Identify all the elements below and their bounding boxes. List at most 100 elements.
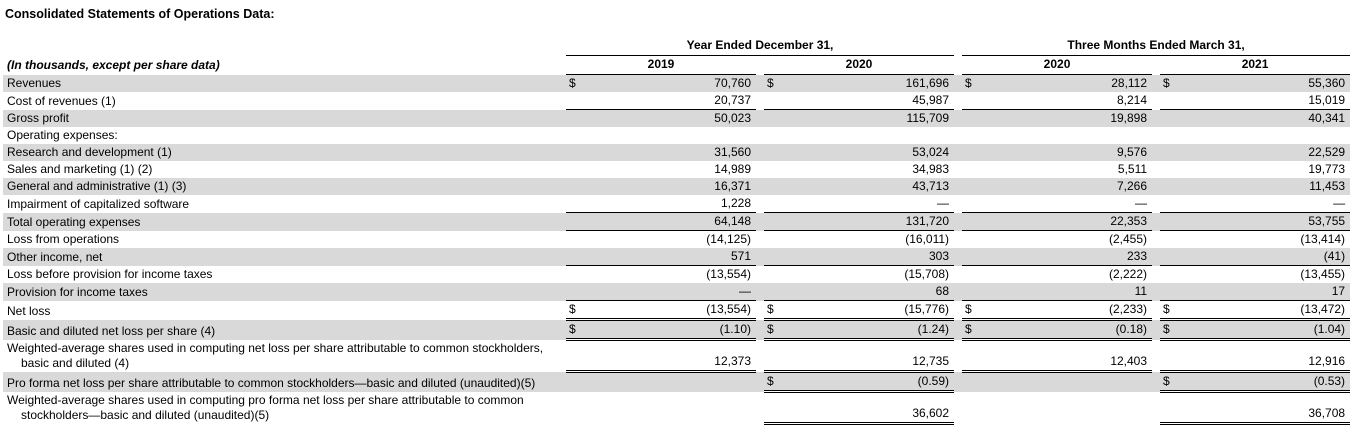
column-spacer (954, 161, 962, 178)
row-label: General and administrative (1) (3) (3, 178, 566, 195)
table-header: Year Ended December 31, Three Months End… (3, 37, 1351, 75)
value-cell: 64,148 (584, 212, 756, 231)
value-cell: 11 (980, 283, 1153, 301)
dollar-sign-cell: $ (1160, 300, 1179, 321)
value-cell (980, 371, 1153, 392)
value-cell: (14,125) (706, 232, 751, 246)
column-spacer (1152, 127, 1160, 144)
statements-table-body: Revenues $70,760 $161,696 $28,112 $55,360 Cos… (3, 74, 1351, 425)
table-row: Net loss $ (13,554) $ (15,776) $ (2,233) $ (13,4… (3, 300, 1351, 321)
value-cell (782, 127, 954, 144)
column-spacer (1152, 301, 1160, 320)
row-label: Gross profit (3, 109, 566, 127)
column-spacer (954, 195, 962, 213)
value-cell: (13,455) (1300, 267, 1346, 281)
row-label: Revenues (3, 74, 566, 92)
column-spacer (756, 56, 764, 75)
value-cell: 571 (584, 248, 756, 266)
column-spacer (756, 127, 764, 144)
column-spacer (756, 109, 764, 127)
value-cell (584, 127, 756, 144)
column-spacer (756, 283, 764, 301)
value-cell (1178, 127, 1350, 144)
column-spacer (954, 74, 963, 92)
year-column-2019: 2019 (566, 55, 756, 75)
dollar-sign-cell (566, 195, 584, 213)
value-cell: 131,720 (782, 212, 955, 231)
dollar-sign-cell (764, 212, 782, 231)
dollar-sign-cell (1160, 127, 1178, 144)
column-spacer (1152, 74, 1161, 92)
dollar-sign-cell (566, 283, 584, 301)
dollar-sign-cell (764, 161, 782, 178)
dollar-sign-cell (566, 266, 584, 284)
dollar-sign-cell (962, 371, 981, 392)
table-row: Revenues $70,760 $161,696 $28,112 $55,360 (3, 74, 1351, 92)
column-spacer (1152, 92, 1160, 110)
table-row: Impairment of capitalized software 1,228 —… (3, 195, 1351, 213)
dollar-sign-cell (764, 339, 782, 373)
header-empty-cell (3, 37, 566, 56)
table-row: Basic and diluted net loss per share (4)… (3, 319, 1351, 341)
value-cell: (16,011) (905, 232, 950, 246)
dollar-sign-cell: $ (566, 319, 584, 341)
value-cell: (0.18) (980, 319, 1153, 341)
column-spacer (954, 212, 963, 231)
row-label: Provision for income taxes (3, 283, 566, 301)
dollar-sign-cell (764, 127, 782, 144)
value-cell: — (1178, 195, 1351, 213)
dollar-sign-cell (764, 178, 782, 195)
dollar-sign-cell (764, 231, 782, 249)
column-spacer (1152, 266, 1160, 284)
column-spacer (756, 144, 764, 161)
dollar-sign-cell (962, 92, 981, 110)
dollar-sign-cell (1160, 283, 1179, 301)
row-header-note: (In thousands, except per share data) (7, 57, 220, 72)
dollar-sign-cell: $ (1160, 319, 1179, 341)
year-header-row: (In thousands, except per share data) 20… (3, 55, 1351, 75)
dollar-sign-cell: $ (764, 300, 782, 321)
value-cell (980, 392, 1152, 424)
dollar-sign-cell (764, 92, 782, 110)
dollar-sign-cell: $ (566, 74, 584, 92)
value-cell: (41) (1178, 248, 1351, 266)
dollar-sign-cell (962, 212, 981, 231)
table-row: Provision for income taxes — 68 11 17 (3, 283, 1351, 301)
value-cell: 1,228 (584, 195, 756, 213)
column-spacer (756, 178, 764, 195)
value-cell: 22,353 (980, 212, 1153, 231)
column-spacer (954, 301, 962, 320)
dollar-sign-cell (962, 283, 981, 301)
dollar-sign-cell (1160, 161, 1178, 178)
value-cell: — (980, 195, 1153, 213)
column-spacer (954, 319, 963, 340)
value-cell: (0.53) (1178, 371, 1351, 393)
column-spacer (954, 92, 962, 110)
value-cell: (13,554) (706, 267, 751, 281)
value-cell: 19,773 (1308, 162, 1346, 176)
value-cell: 70,760 (584, 74, 756, 92)
dollar-sign-cell (962, 127, 980, 144)
value-cell: 20,737 (584, 92, 756, 110)
value-cell (584, 392, 756, 424)
dollar-sign-cell: $ (764, 74, 782, 92)
row-label: Other income, net (3, 248, 566, 266)
dollar-sign-cell: $ (764, 371, 782, 393)
column-spacer (756, 319, 764, 340)
value-cell: 34,983 (912, 162, 950, 176)
column-spacer (756, 74, 764, 92)
table-row: Cost of revenues (1) 20,737 45,987 8,214 15,… (3, 92, 1351, 110)
dollar-sign-cell: $ (962, 319, 981, 341)
column-spacer (1152, 144, 1161, 161)
dollar-sign-cell (566, 371, 584, 392)
value-cell: (1.04) (1178, 319, 1351, 341)
value-cell: 40,341 (1178, 109, 1351, 127)
row-label: Weighted-average shares used in computin… (7, 340, 544, 370)
dollar-sign-cell (566, 392, 584, 424)
table-row: Gross profit 50,023 115,709 19,898 40,341 (3, 109, 1351, 127)
column-spacer (954, 56, 962, 75)
page-title: Consolidated Statements of Operations Da… (5, 7, 275, 21)
dollar-sign-cell (1160, 231, 1178, 249)
dollar-sign-cell (962, 109, 981, 127)
